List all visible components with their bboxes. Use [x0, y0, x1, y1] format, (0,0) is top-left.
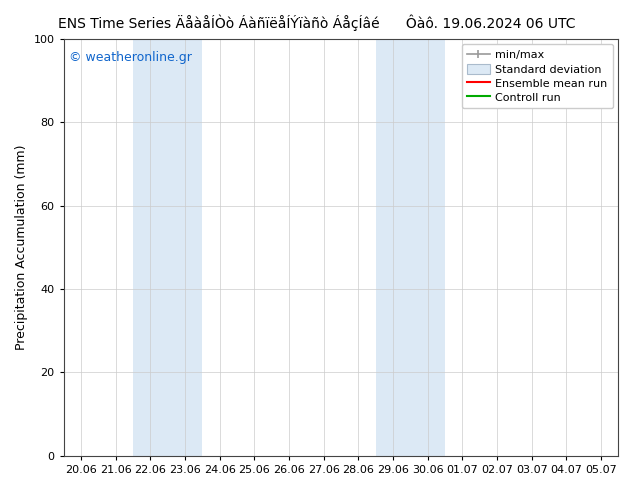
Y-axis label: Precipitation Accumulation (mm): Precipitation Accumulation (mm) — [15, 145, 28, 350]
Bar — [133, 39, 202, 456]
Text: © weatheronline.gr: © weatheronline.gr — [69, 51, 192, 64]
Bar — [376, 39, 445, 456]
Text: ENS Time Series ÄåàåÍÒò ÁàñïëåÍÝïàñò ÁåçÍâé      Ôàô. 19.06.2024 06 UTC: ENS Time Series ÄåàåÍÒò ÁàñïëåÍÝïàñò Áåç… — [58, 15, 576, 31]
Legend: min/max, Standard deviation, Ensemble mean run, Controll run: min/max, Standard deviation, Ensemble me… — [462, 44, 613, 108]
